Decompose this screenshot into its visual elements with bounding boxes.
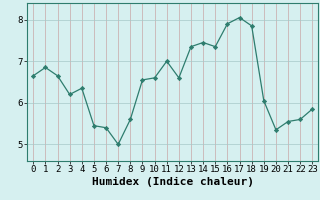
X-axis label: Humidex (Indice chaleur): Humidex (Indice chaleur)	[92, 177, 254, 187]
